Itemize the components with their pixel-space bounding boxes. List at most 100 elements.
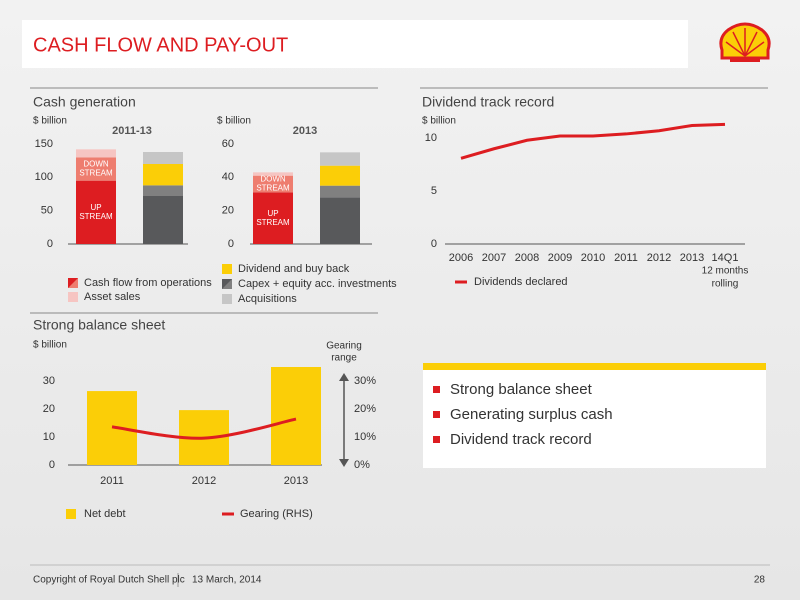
legend-swatch [68,292,78,302]
highlight-text: Dividend track record [450,431,592,448]
legend-label: Dividends declared [474,276,568,288]
segment-label: STREAM [256,218,290,227]
unit-label: $ billion [217,116,251,127]
bar-segment [76,180,116,244]
y-tick-label: 100 [35,171,53,183]
y-tick-label: 0 [47,238,53,250]
segment-label: STREAM [79,212,113,221]
shell-logo [719,22,771,62]
x-tick-label: 2011 [100,475,124,487]
x-tick-label: 2006 [449,252,473,264]
y-tick-label: 10 [43,431,55,443]
bar-segment [253,172,293,176]
bar [271,367,321,465]
legend-swatch [222,279,232,289]
highlight-box [423,370,766,468]
segment-label: DOWN [83,160,109,169]
y-tick-label: 50 [41,205,53,217]
y-tick-label: 30 [43,375,55,387]
bar-segment [253,192,293,244]
highlight-text: Generating surplus cash [450,406,613,423]
y-tick-label: 20 [222,205,234,217]
legend-label: Gearing (RHS) [240,508,313,520]
y2-title: range [331,353,357,364]
section-heading: Dividend track record [422,94,554,110]
bullet [433,411,440,418]
title-bar [22,20,688,68]
legend-label: Capex + equity acc. investments [238,278,397,290]
legend-label: Net debt [84,508,126,520]
y-tick-label: 5 [431,185,437,197]
bar-segment [320,185,360,198]
highlight-bar [423,363,766,370]
chart-title: 2011-13 [112,125,152,137]
section-heading: Cash generation [33,94,136,110]
section-heading: Strong balance sheet [33,317,165,333]
bar-segment [320,152,360,166]
x-note: rolling [712,279,739,290]
y-tick-label: 150 [35,138,53,150]
x-tick-label: 2011 [614,252,638,264]
date: 13 March, 2014 [192,575,262,586]
segment-label: DOWN [260,175,286,184]
bar-segment [76,157,116,181]
bar-segment [76,149,116,158]
y-tick-label: 0 [228,238,234,250]
y-tick-label: 20% [354,403,376,415]
legend-swatch [222,264,232,274]
arrow-head [339,459,349,467]
unit-label: $ billion [33,116,67,127]
bar-segment [143,185,183,196]
arrow-head [339,373,349,381]
chart-title: 2013 [293,125,317,137]
x-tick-label: 2012 [647,252,671,264]
x-tick-label: 2009 [548,252,572,264]
bar-segment [143,196,183,244]
line-series [460,122,726,160]
x-tick-label: 14Q1 [712,252,739,264]
bar-segment [143,152,183,164]
y-tick-label: 0 [431,238,437,250]
y-tick-label: 0 [49,459,55,471]
legend-label: Dividend and buy back [238,263,350,275]
x-tick-label: 2012 [192,475,216,487]
legend-swatch [66,509,76,519]
bar-segment [320,165,360,186]
highlight-text: Strong balance sheet [450,381,593,398]
line-series [111,417,297,440]
y-tick-label: 10 [425,132,437,144]
bullet [433,386,440,393]
x-note: 12 months [702,266,749,277]
y-tick-label: 30% [354,375,376,387]
y-tick-label: 0% [354,459,370,471]
x-tick-label: 2013 [680,252,704,264]
x-tick-label: 2013 [284,475,308,487]
x-tick-label: 2008 [515,252,539,264]
bullet [433,436,440,443]
slide-title: CASH FLOW AND PAY-OUT [33,34,288,56]
segment-label: STREAM [79,169,113,178]
y-tick-label: 40 [222,171,234,183]
bar-segment [253,175,293,193]
y-tick-label: 10% [354,431,376,443]
y-tick-label: 60 [222,138,234,150]
legend-label: Asset sales [84,291,141,303]
legend-label: Acquisitions [238,293,297,305]
y-tick-label: 20 [43,403,55,415]
copyright: Copyright of Royal Dutch Shell plc [33,575,185,586]
legend-swatch [222,294,232,304]
y2-title: Gearing [326,341,362,352]
x-tick-label: 2010 [581,252,605,264]
unit-label: $ billion [422,116,456,127]
segment-label: STREAM [256,184,290,193]
legend-label: Cash flow from operations [84,277,212,289]
page-number: 28 [754,575,766,586]
unit-label: $ billion [33,340,67,351]
bar-segment [320,197,360,244]
segment-label: UP [90,203,101,212]
segment-label: UP [267,209,278,218]
x-tick-label: 2007 [482,252,506,264]
legend-swatch [68,278,78,288]
bar-segment [143,164,183,186]
